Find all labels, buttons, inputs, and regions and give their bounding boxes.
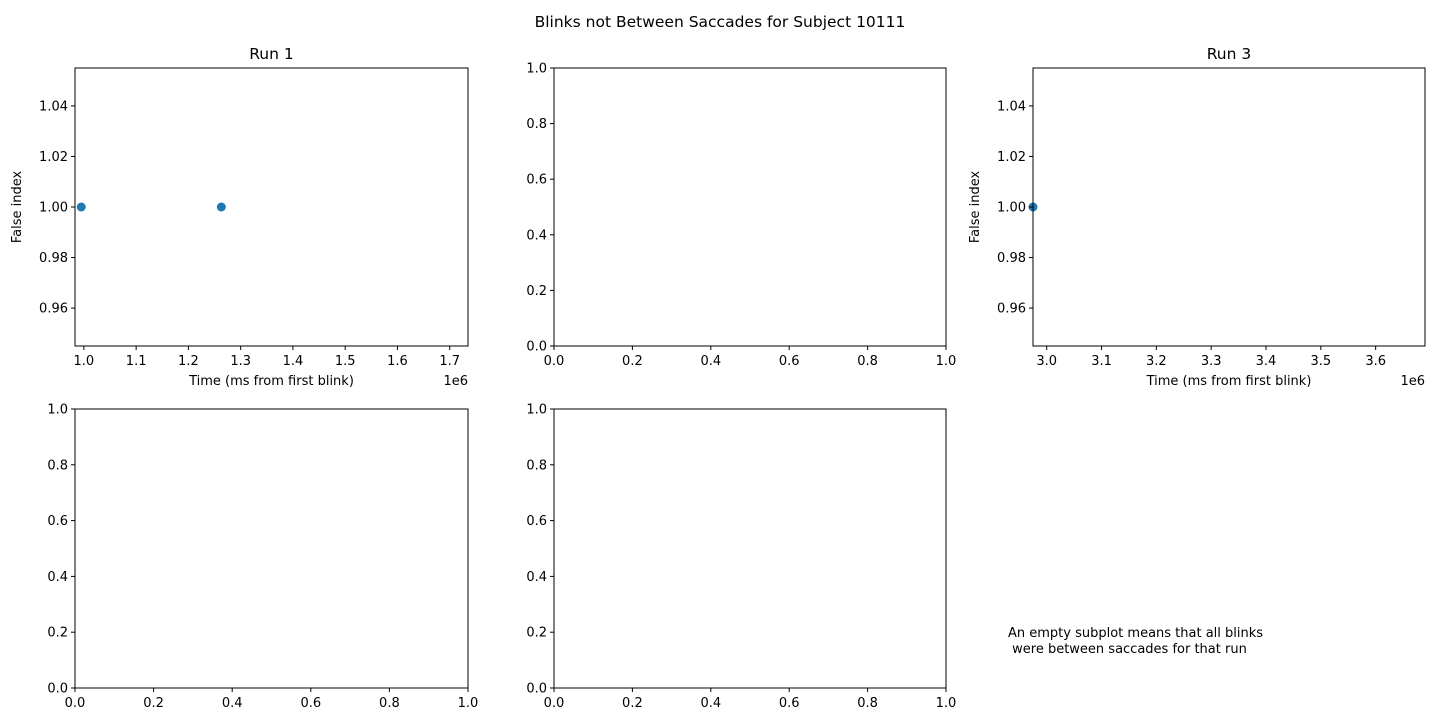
x-offset-text: 1e6	[1400, 374, 1425, 389]
x-tick-label: 3.3	[1201, 354, 1222, 369]
x-tick-label: 1.1	[126, 354, 147, 369]
x-tick-label: 0.4	[700, 354, 721, 369]
axes-frame	[74, 408, 469, 689]
x-tick-label: 0.8	[857, 696, 878, 711]
x-tick-label: 0.0	[544, 354, 565, 369]
x-tick-label: 0.0	[544, 696, 565, 711]
x-offset-text: 1e6	[443, 374, 468, 389]
x-tick-label: 1.5	[335, 354, 356, 369]
axes-frame	[553, 408, 947, 689]
y-tick-label: 0.8	[526, 458, 547, 473]
y-tick-label: 0.6	[526, 173, 547, 188]
x-tick-label: 3.2	[1146, 354, 1167, 369]
y-tick-label: 0.4	[526, 228, 547, 243]
data-point-1	[76, 202, 86, 212]
subplot-title: Run 3	[1207, 45, 1252, 63]
x-tick-label: 1.4	[283, 354, 304, 369]
x-axis-label: Time (ms from first blink)	[188, 374, 354, 389]
y-tick-label: 0.98	[39, 251, 68, 266]
y-tick-label: 0.8	[47, 458, 68, 473]
y-tick-label: 0.8	[526, 117, 547, 132]
y-tick-label: 0.4	[47, 570, 68, 585]
y-tick-label: 1.00	[39, 201, 68, 216]
note-line-2: were between saccades for that run	[1008, 642, 1247, 657]
x-tick-label: 3.1	[1091, 354, 1112, 369]
data-point-2	[216, 202, 226, 212]
x-tick-label: 1.3	[230, 354, 251, 369]
subplot-5: 0.0 0.2 0.4 0.6 0.8 1.0 0.0 0.2 0.4 0.6 0.8 1.0	[526, 403, 956, 712]
x-tick-label: 0.4	[222, 696, 243, 711]
x-tick-label: 0.6	[779, 354, 800, 369]
empty-subplot-note: An empty subplot means that all blinks w…	[1008, 626, 1263, 657]
x-axis-label: Time (ms from first blink)	[1146, 374, 1312, 389]
axes-frame	[553, 67, 947, 347]
note-line-1: An empty subplot means that all blinks	[1008, 626, 1263, 641]
y-tick-label: 1.04	[997, 99, 1026, 114]
y-tick-label: 1.02	[39, 150, 68, 165]
axes-frame	[1032, 67, 1426, 347]
x-tick-label: 1.0	[458, 696, 479, 711]
x-tick-label: 1.7	[439, 354, 460, 369]
subplot-4: 0.0 0.2 0.4 0.6 0.8 1.0 0.0 0.2 0.4 0.6 0.8 1.0	[47, 403, 478, 712]
x-tick-label: 0.8	[857, 354, 878, 369]
y-tick-label: 1.00	[997, 201, 1026, 216]
x-tick-label: 1.0	[74, 354, 95, 369]
y-tick-label: 0.4	[526, 570, 547, 585]
x-tick-label: 1.0	[936, 354, 957, 369]
y-tick-label: 0.6	[526, 514, 547, 529]
y-tick-label: 1.02	[997, 150, 1026, 165]
x-tick-label: 0.8	[379, 696, 400, 711]
y-tick-label: 0.96	[39, 302, 68, 317]
x-tick-label: 0.2	[143, 696, 164, 711]
y-tick-label: 0.0	[526, 682, 547, 697]
x-tick-label: 0.6	[300, 696, 321, 711]
y-tick-label: 0.2	[47, 626, 68, 641]
x-tick-label: 1.2	[178, 354, 199, 369]
y-tick-label: 1.0	[526, 62, 547, 77]
y-tick-label: 1.04	[39, 99, 68, 114]
y-tick-label: 0.2	[526, 284, 547, 299]
x-tick-label: 0.2	[622, 696, 643, 711]
subplot-1: 1.0 1.1 1.2 1.3 1.4 1.5 1.6 1.7 0.96 0.98 1.00 1.02…	[10, 45, 469, 389]
x-tick-label: 3.0	[1036, 354, 1057, 369]
y-tick-label: 1.0	[526, 403, 547, 418]
y-axis-label: False index	[10, 171, 25, 244]
y-tick-label: 1.0	[47, 403, 68, 418]
y-axis-label: False index	[968, 171, 983, 244]
y-tick-label: 0.0	[47, 682, 68, 697]
subplot-3: 3.0 3.1 3.2 3.3 3.4 3.5 3.6 0.96 0.98 1.00 1.02 1.0…	[968, 45, 1426, 389]
x-tick-label: 1.6	[387, 354, 408, 369]
x-tick-label: 0.0	[65, 696, 86, 711]
x-tick-label: 0.2	[622, 354, 643, 369]
subplot-grid: 1.0 1.1 1.2 1.3 1.4 1.5 1.6 1.7 0.96 0.98 1.00 1.02…	[10, 45, 1426, 712]
subplot-2: 0.0 0.2 0.4 0.6 0.8 1.0 0.0 0.2 0.4 0.6 0.8 1.0	[526, 62, 956, 370]
subplot-title: Run 1	[249, 45, 294, 63]
x-tick-label: 1.0	[936, 696, 957, 711]
x-tick-label: 3.4	[1256, 354, 1277, 369]
y-tick-label: 0.0	[526, 340, 547, 355]
figure-title: Blinks not Between Saccades for Subject …	[535, 13, 906, 31]
x-tick-label: 3.6	[1365, 354, 1386, 369]
axes-frame	[74, 67, 469, 347]
y-tick-label: 0.98	[997, 251, 1026, 266]
x-tick-label: 3.5	[1310, 354, 1331, 369]
x-tick-label: 0.4	[700, 696, 721, 711]
y-tick-label: 0.2	[526, 626, 547, 641]
y-tick-label: 0.96	[997, 302, 1026, 317]
x-tick-label: 0.6	[779, 696, 800, 711]
y-tick-label: 0.6	[47, 514, 68, 529]
